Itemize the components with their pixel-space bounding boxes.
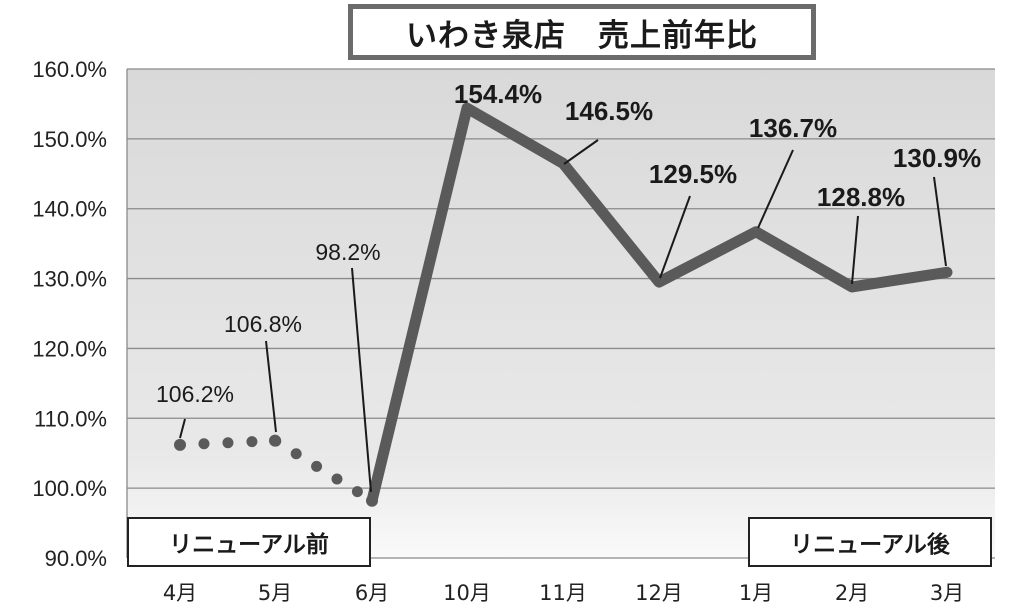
data-point <box>174 438 186 451</box>
y-tick-label: 110.0% <box>34 406 107 431</box>
leader-line <box>179 418 186 439</box>
y-tick-label: 100.0% <box>32 476 107 501</box>
x-tick-label: 4月 <box>163 581 197 605</box>
x-tick-label: 10月 <box>443 581 491 605</box>
leader-line <box>851 215 859 285</box>
data-label: 130.9% <box>893 143 981 173</box>
x-tick-label: 5月 <box>258 581 292 605</box>
chart-title: いわき泉店 売上前年比 <box>406 17 758 54</box>
data-label: 106.8% <box>224 311 302 337</box>
series-line-after <box>366 102 953 507</box>
series-layer <box>174 102 953 507</box>
y-tick-label: 160.0% <box>32 57 107 82</box>
y-tick-label: 150.0% <box>32 127 107 152</box>
chart-title-box: いわき泉店 売上前年比 <box>348 4 816 60</box>
leader-line <box>351 267 372 493</box>
data-label: 128.8% <box>817 182 905 212</box>
data-label: 146.5% <box>565 96 653 126</box>
renewal-before-label: リニューアル前 <box>127 517 371 567</box>
data-label: 129.5% <box>649 159 737 189</box>
renewal-after-label: リニューアル後 <box>748 517 992 567</box>
plot-area <box>127 69 995 558</box>
leader-line <box>933 176 947 267</box>
data-labels: 106.2% 106.8% 98.2% 154.4% 146.5% 129.5% 136.7… <box>156 79 981 493</box>
leader-line <box>563 139 599 165</box>
x-tick-label: 1月 <box>739 581 773 605</box>
x-tick-label: 6月 <box>355 581 389 605</box>
x-tick-label: 11月 <box>539 581 587 605</box>
leader-line <box>757 149 794 229</box>
data-label: 98.2% <box>315 239 380 265</box>
x-tick-label: 3月 <box>930 581 964 605</box>
x-axis-ticks: 4月 5月 6月 10月 11月 12月 1月 2月 3月 <box>163 581 964 605</box>
x-tick-label: 12月 <box>635 581 683 605</box>
y-tick-label: 120.0% <box>32 336 107 361</box>
y-tick-label: 130.0% <box>32 267 107 292</box>
leader-line <box>265 340 277 433</box>
leader-line <box>659 195 691 279</box>
y-axis-ticks: 90.0% 100.0% 110.0% 120.0% 130.0% 140.0% 150.0… <box>32 57 107 571</box>
x-tick-label: 2月 <box>835 581 869 605</box>
data-label: 154.4% <box>454 79 542 109</box>
y-tick-label: 90.0% <box>45 546 107 571</box>
data-point <box>269 434 281 447</box>
data-label: 136.7% <box>749 113 837 143</box>
data-label: 106.2% <box>156 381 234 407</box>
y-tick-label: 140.0% <box>32 197 107 222</box>
